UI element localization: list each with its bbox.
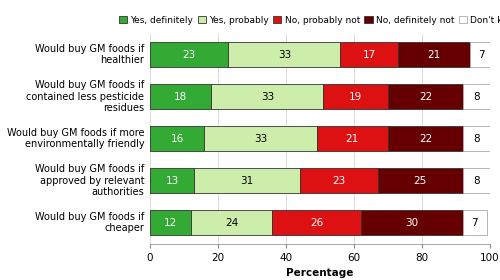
Bar [324, 84, 388, 109]
Text: 7: 7 [478, 50, 485, 60]
Bar [191, 210, 272, 235]
Bar [150, 210, 191, 235]
Bar [204, 126, 316, 151]
Text: 33: 33 [254, 134, 267, 144]
Bar [463, 84, 490, 109]
Legend: Yes, definitely, Yes, probably, No, probably not, No, definitely not, Don't know: Yes, definitely, Yes, probably, No, prob… [119, 16, 500, 25]
Bar [388, 126, 463, 151]
Bar [150, 126, 204, 151]
Text: 31: 31 [240, 176, 254, 186]
Text: 8: 8 [473, 176, 480, 186]
Text: 12: 12 [164, 218, 177, 228]
Bar [150, 168, 194, 193]
Text: 26: 26 [310, 218, 323, 228]
Bar [361, 210, 463, 235]
Text: 22: 22 [419, 134, 432, 144]
Text: 8: 8 [473, 92, 480, 102]
Bar [194, 168, 300, 193]
Bar [211, 84, 324, 109]
Text: 23: 23 [182, 50, 196, 60]
Bar [300, 168, 378, 193]
X-axis label: Percentage: Percentage [286, 268, 354, 278]
Text: 16: 16 [170, 134, 184, 144]
Bar [150, 42, 228, 67]
Bar [340, 42, 398, 67]
Text: 23: 23 [332, 176, 345, 186]
Text: 21: 21 [346, 134, 359, 144]
Text: 25: 25 [414, 176, 427, 186]
Text: 33: 33 [278, 50, 291, 60]
Bar [272, 210, 361, 235]
Text: 13: 13 [166, 176, 178, 186]
Bar [150, 84, 211, 109]
Text: 17: 17 [362, 50, 376, 60]
Text: 18: 18 [174, 92, 187, 102]
Text: 8: 8 [473, 134, 480, 144]
Bar [398, 42, 469, 67]
Text: 24: 24 [225, 218, 238, 228]
Bar [470, 42, 494, 67]
Bar [228, 42, 340, 67]
Text: 33: 33 [260, 92, 274, 102]
Text: 19: 19 [349, 92, 362, 102]
Bar [378, 168, 463, 193]
Text: 21: 21 [428, 50, 440, 60]
Bar [463, 126, 490, 151]
Bar [463, 168, 490, 193]
Text: 30: 30 [405, 218, 418, 228]
Bar [388, 84, 463, 109]
Bar [463, 210, 486, 235]
Text: 22: 22 [419, 92, 432, 102]
Text: 7: 7 [472, 218, 478, 228]
Bar [316, 126, 388, 151]
